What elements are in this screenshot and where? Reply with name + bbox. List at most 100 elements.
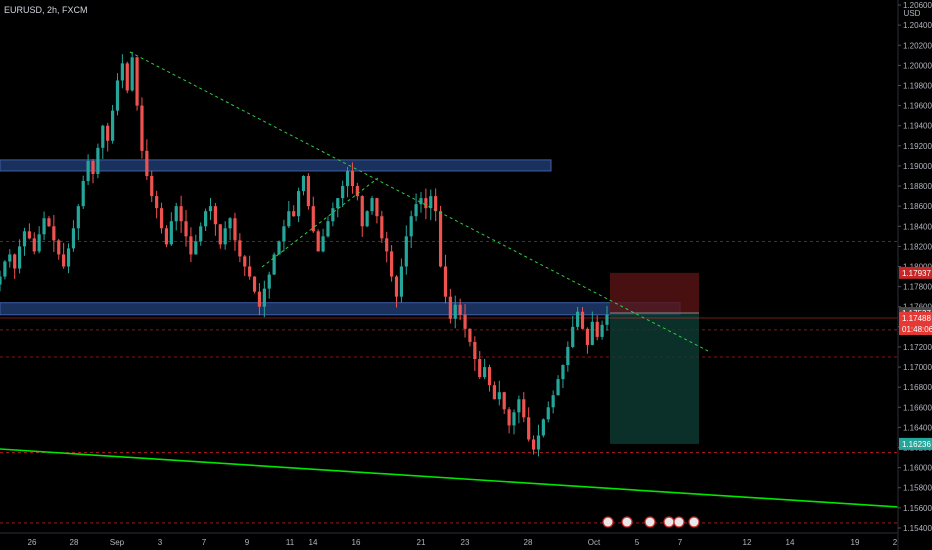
time-tick-label: 9: [245, 538, 250, 547]
candle-body: [115, 80, 120, 111]
candle-body: [390, 251, 394, 277]
position-tool[interactable]: [0, 272, 898, 444]
economic-event-icon[interactable]: [673, 516, 685, 528]
candle-body: [189, 236, 193, 255]
candle-body: [350, 170, 355, 187]
price-tick-label: 1.16600: [903, 403, 932, 412]
candle-body: [546, 407, 550, 420]
candle-body: [326, 221, 330, 237]
descending-trendline[interactable]: [129, 51, 709, 352]
candle-body: [502, 392, 506, 410]
price-tick-label: 1.18200: [903, 242, 932, 251]
candle-body: [414, 204, 418, 217]
price-tag: [899, 311, 932, 324]
candle-body: [536, 435, 541, 450]
candle-body: [155, 196, 159, 209]
price-tick-label: 1.17800: [903, 283, 932, 292]
resistance-zone[interactable]: [0, 159, 552, 172]
candle-body: [561, 365, 565, 380]
price-tick-label: 1.20400: [903, 21, 932, 30]
candle-body: [576, 311, 580, 327]
candle-body: [86, 160, 90, 182]
candle-body: [174, 206, 178, 222]
candle-body: [595, 321, 599, 337]
candle-body: [345, 170, 350, 187]
ascending-trendline[interactable]: [261, 177, 379, 268]
price-tick-label: 1.20200: [903, 41, 932, 50]
price-tag-label: 1.17937: [902, 269, 931, 278]
time-tick-label: 3: [158, 538, 163, 547]
price-tag-label: 1.16236: [902, 440, 931, 449]
candle-body: [218, 224, 222, 245]
time-tick-label: 2: [893, 538, 898, 547]
price-tick-label: 1.16400: [903, 423, 932, 432]
time-tick-label: 28: [70, 538, 79, 547]
price-tag: [899, 266, 932, 279]
candle-body: [47, 218, 51, 227]
economic-event-icon[interactable]: [663, 516, 675, 528]
price-tick-label: 1.18600: [903, 202, 932, 211]
economic-event-icon[interactable]: [621, 516, 633, 528]
candle-body: [585, 328, 590, 345]
candle-body: [203, 211, 208, 227]
candle-body: [341, 186, 345, 199]
candle-body: [150, 175, 154, 197]
time-tick-label: 23: [461, 538, 470, 547]
candle-body: [429, 196, 433, 209]
candle-body: [370, 198, 374, 212]
price-tick-label: 1.18800: [903, 182, 932, 191]
candle-body: [96, 147, 100, 174]
price-tick-label: 1.19000: [903, 162, 932, 171]
time-tick-label: 14: [309, 538, 318, 547]
candle-body: [438, 211, 443, 267]
candle-body: [169, 221, 173, 245]
candle-body: [42, 218, 46, 235]
economic-event-icon[interactable]: [644, 516, 656, 528]
candle-body: [179, 206, 183, 222]
candle-body: [473, 341, 477, 360]
candle-body: [262, 288, 266, 307]
price-tick-label: 1.15400: [903, 524, 932, 533]
candles: [0, 51, 609, 457]
candle-body: [22, 231, 27, 247]
economic-event-icon[interactable]: [688, 516, 700, 528]
time-axis[interactable]: 26 28 Sep 3 7 9 11 14 16 21 23 28 Oct 5 7 12 14 19 2: [28, 538, 898, 547]
price-tick-label: 1.19400: [903, 122, 932, 131]
candle-body: [605, 314, 609, 325]
candle-body: [194, 241, 198, 255]
candle-body: [458, 304, 462, 315]
economic-event-icon[interactable]: [602, 516, 614, 528]
candle-body: [512, 412, 516, 426]
candle-body: [0, 276, 2, 285]
time-tick-label: Oct: [588, 538, 601, 547]
candle-body: [248, 266, 252, 277]
candle-body: [571, 326, 575, 347]
candle-body: [257, 291, 262, 307]
time-tick-label: 28: [524, 538, 533, 547]
channel-line[interactable]: [0, 448, 899, 508]
price-tick-label: 1.19600: [903, 102, 932, 111]
candle-body: [228, 218, 232, 229]
candle-body: [37, 234, 41, 252]
candle-body: [159, 208, 164, 229]
take-profit-zone[interactable]: [610, 313, 699, 444]
candle-body: [580, 311, 585, 329]
stop-loss-zone[interactable]: [610, 272, 699, 314]
zones: [0, 159, 681, 316]
candle-body: [468, 328, 472, 342]
candle-body: [434, 196, 438, 212]
event-markers[interactable]: [602, 516, 700, 528]
chart-title: EURUSD, 2h, FXCM: [4, 5, 88, 15]
time-tick-label: 21: [417, 538, 426, 547]
candle-body: [375, 198, 379, 217]
candle-body: [321, 236, 325, 252]
candle-body: [316, 231, 320, 252]
candle-body: [282, 226, 286, 242]
candle-body: [120, 63, 124, 81]
time-tick-label: 26: [28, 538, 37, 547]
candle-body: [311, 206, 315, 232]
candle-body: [590, 321, 594, 345]
trend-lines[interactable]: [0, 51, 899, 508]
